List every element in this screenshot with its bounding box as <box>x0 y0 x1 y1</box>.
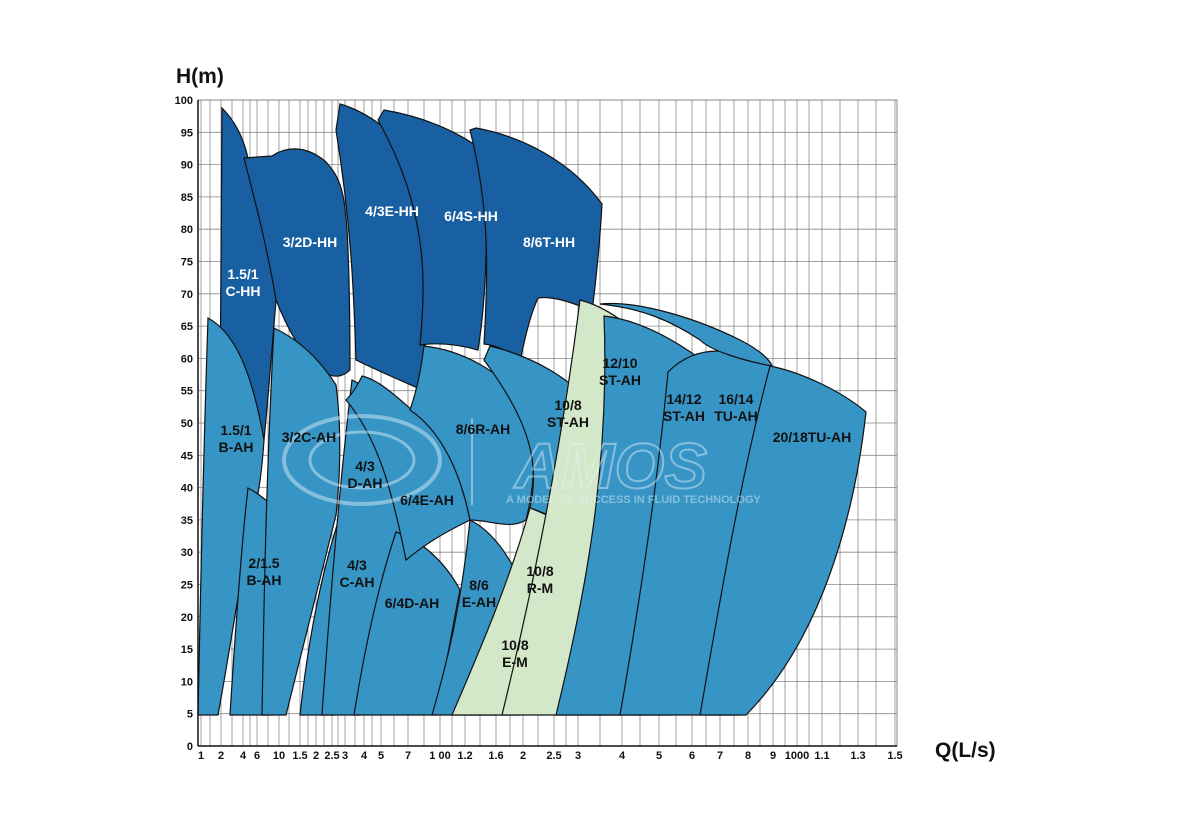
region-label: 4/3 C-AH <box>340 557 375 590</box>
watermark-brand: AMOS <box>513 430 707 502</box>
y-tick-label: 45 <box>181 450 193 462</box>
region-label: 16/14 TU-AH <box>714 391 758 424</box>
region-label: 8/6R-AH <box>456 421 510 437</box>
x-tick-label: 7 <box>405 750 411 762</box>
pump-regions <box>197 103 867 716</box>
x-tick-label: 7 <box>717 750 723 762</box>
x-tick-label: 6 <box>254 750 260 762</box>
region-label: 10/8 E-M <box>501 637 528 670</box>
y-tick-label: 25 <box>181 580 193 592</box>
x-tick-label: 4 <box>619 750 626 762</box>
y-tick-label: 60 <box>181 353 193 365</box>
region-20-18tu-ah <box>699 365 867 716</box>
y-tick-label: 40 <box>181 483 193 495</box>
region-label: 4/3E-HH <box>365 203 419 219</box>
region-3-2c-ah <box>261 327 341 716</box>
watermark-tagline: A MODEL OF SUCCESS IN FLUID TECHNOLOGY <box>506 494 762 506</box>
x-tick-label: 2 <box>313 750 319 762</box>
y-tick-label: 70 <box>181 289 193 301</box>
y-tick-label: 75 <box>181 257 193 269</box>
region-label: 3/2C-AH <box>282 429 336 445</box>
region-label: 6/4D-AH <box>385 595 439 611</box>
x-tick-label: 5 <box>656 750 662 762</box>
y-tick-label: 0 <box>187 741 193 753</box>
x-tick-label: 1 <box>198 750 204 762</box>
x-tick-label: 1.5 <box>292 750 307 762</box>
region-label: 20/18TU-AH <box>773 429 852 445</box>
y-tick-label: 5 <box>187 709 193 721</box>
y-tick-label: 95 <box>181 127 193 139</box>
y-tick-label: 10 <box>181 676 193 688</box>
x-tick-label: 4 <box>240 750 247 762</box>
x-tick-label: 1.5 <box>887 750 902 762</box>
x-tick-label: 1.3 <box>850 750 865 762</box>
region-label: 8/6 E-AH <box>462 577 496 610</box>
region-label: 12/10 ST-AH <box>599 355 641 388</box>
y-tick-label: 35 <box>181 515 193 527</box>
region-8-6t-hh <box>469 127 603 362</box>
x-tick-label: 4 <box>361 750 368 762</box>
y-tick-label: 55 <box>181 386 193 398</box>
y-tick-label: 85 <box>181 192 193 204</box>
x-tick-label: 1000 <box>785 750 809 762</box>
x-tick-label: 6 <box>689 750 695 762</box>
region-label: 2/1.5 B-AH <box>247 555 282 588</box>
x-tick-label: 1 00 <box>429 750 450 762</box>
region-label: 8/6T-HH <box>523 234 575 250</box>
region-label: 6/4S-HH <box>444 208 498 224</box>
axes: 0510152025303540455055606570758085909510… <box>175 95 903 762</box>
x-tick-label: 3 <box>575 750 581 762</box>
x-tick-label: 3 <box>342 750 348 762</box>
x-tick-label: 9 <box>770 750 776 762</box>
region-3-2d-hh <box>243 148 351 377</box>
region-label: 6/4E-AH <box>400 492 454 508</box>
y-tick-label: 65 <box>181 321 193 333</box>
y-tick-label: 80 <box>181 224 193 236</box>
x-tick-label: 2.5 <box>546 750 561 762</box>
region-6-4s-hh <box>377 109 487 351</box>
region-label: 1.5/1 B-AH <box>219 422 254 455</box>
x-tick-label: 2.5 <box>324 750 339 762</box>
region-label: 10/8 ST-AH <box>547 397 589 430</box>
x-tick-label: 8 <box>745 750 751 762</box>
y-axis-title: H(m) <box>176 65 224 88</box>
x-tick-label: 2 <box>520 750 526 762</box>
y-tick-label: 15 <box>181 644 193 656</box>
region-labels: 1.5/1 C-HH 3/2D-HH 4/3E-HH 6/4S-HH 8/6T-HH 1.5… <box>219 203 852 670</box>
region-label: 4/3 D-AH <box>348 458 383 491</box>
x-tick-label: 10 <box>273 750 285 762</box>
y-tick-label: 100 <box>175 95 193 107</box>
x-tick-label: 5 <box>378 750 384 762</box>
watermark: AMOS A MODEL OF SUCCESS IN FLUID TECHNOL… <box>282 414 762 506</box>
x-tick-label: 1.1 <box>814 750 829 762</box>
y-tick-label: 90 <box>181 160 193 172</box>
region-label: 10/8 R-M <box>526 563 553 596</box>
x-tick-label: 1.2 <box>457 750 472 762</box>
region-label: 1.5/1 C-HH <box>226 266 261 299</box>
y-tick-label: 20 <box>181 612 193 624</box>
region-label: 14/12 ST-AH <box>663 391 705 424</box>
x-axis-title: Q(L/s) <box>935 739 996 762</box>
x-tick-label: 1.6 <box>488 750 503 762</box>
y-tick-label: 50 <box>181 418 193 430</box>
x-tick-label: 2 <box>218 750 224 762</box>
region-label: 3/2D-HH <box>283 234 337 250</box>
y-tick-label: 30 <box>181 547 193 559</box>
